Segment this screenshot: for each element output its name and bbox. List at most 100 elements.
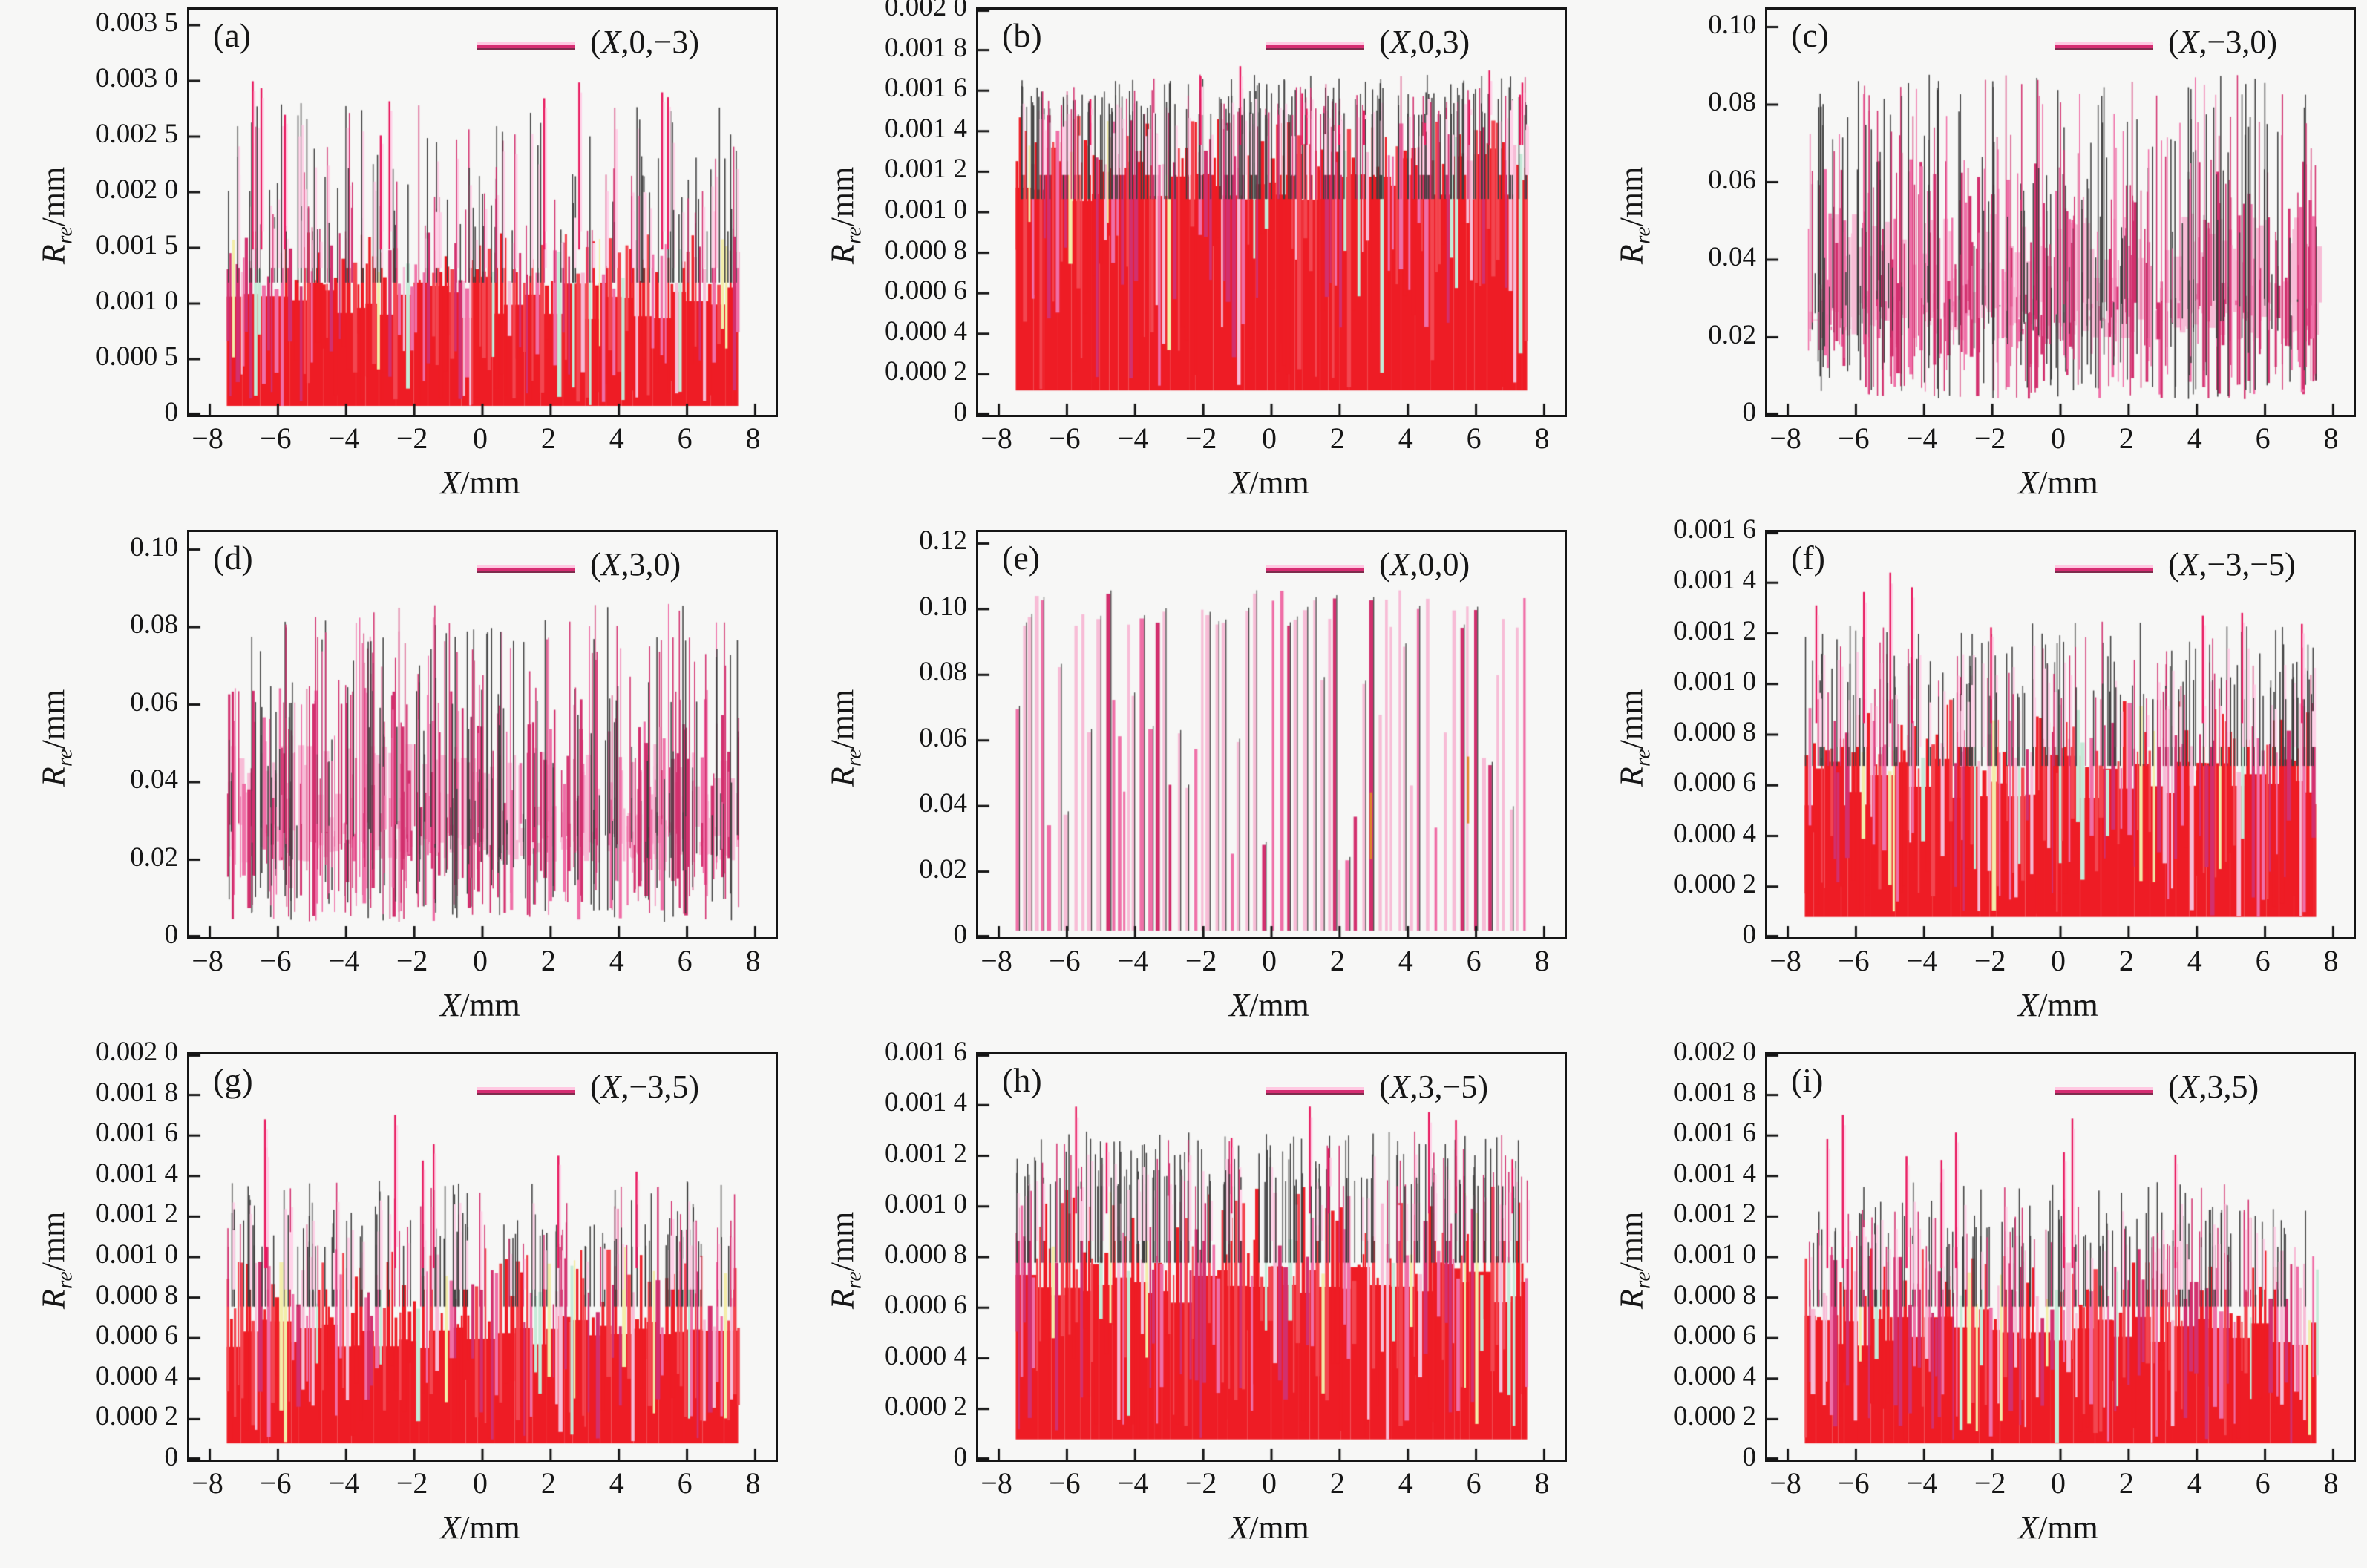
x-axis-title: X/mm	[440, 465, 520, 501]
y-tick-label: 0.001 2	[1674, 1198, 1756, 1230]
panel-tag: (g)	[213, 1061, 253, 1099]
x-tick-label: 2	[540, 1466, 556, 1500]
x-tick-label: −2	[1974, 421, 2006, 455]
y-tick-label: 0	[164, 397, 179, 427]
y-axis-title: Rre/mm	[35, 689, 77, 787]
subplot-cell: Rre/mm 0 0.000 5 0.001 0 0.001 5 0.002 0 0.00…	[0, 0, 789, 522]
legend-label: (X,0,3)	[1379, 24, 1470, 60]
subplot-cell: Rre/mm 0 0.000 2 0.000 4 0.000 6 0.000 8 0.00…	[789, 1038, 1578, 1567]
y-tick-label: 0.001 8	[885, 32, 967, 63]
x-tick-label: −8	[1769, 421, 1801, 455]
legend: (X,0,0)	[978, 532, 1565, 599]
x-axis-title: X/mm	[1229, 987, 1309, 1023]
y-tick-label: 0.000 6	[1674, 767, 1756, 798]
y-tick-label: 0.002 0	[1674, 1037, 1756, 1067]
x-tick-label: −6	[1838, 944, 1870, 977]
panel-tag: (c)	[1791, 16, 1830, 54]
y-tick-label: 0.001 0	[96, 1239, 178, 1270]
x-tick-label: −8	[1769, 944, 1801, 977]
plot-canvas	[189, 1054, 776, 1460]
y-tick-label: 0.08	[130, 609, 178, 640]
panel-tag: (h)	[1002, 1061, 1042, 1099]
legend-label: (X,3,0)	[590, 546, 681, 583]
x-tick-label: 8	[1534, 1466, 1550, 1500]
y-tick-label: 0.000 2	[1674, 868, 1756, 899]
x-tick-label: 0	[473, 1466, 488, 1500]
y-tick-label: 0.000 4	[885, 1340, 967, 1371]
y-tick-label: 0.000 2	[1674, 1401, 1756, 1432]
x-axis-title: X/mm	[1229, 1509, 1309, 1546]
x-tick-label: 6	[1466, 944, 1482, 977]
x-axis-title: X/mm	[2018, 987, 2098, 1023]
y-tick-label: 0.04	[919, 788, 967, 819]
y-tick-label: 0.08	[1708, 87, 1756, 117]
subplot-cell: Rre/mm 0 0.02 0.04 0.06 0.08 0.10 0.12 (e) (X,…	[789, 522, 1578, 1045]
y-tick-label: 0.000 6	[885, 1290, 967, 1321]
y-tick-label: 0.002 0	[96, 174, 178, 205]
legend-line-swatch	[1266, 42, 1364, 50]
y-tick-label: 0.000 2	[96, 1401, 178, 1432]
y-tick-label: 0.000 8	[885, 1239, 967, 1270]
y-tick-label: 0.000 8	[1674, 1279, 1756, 1311]
y-tick-label: 0.08	[919, 657, 967, 688]
plot-canvas	[978, 532, 1565, 937]
plot-area: (c) (X,−3,0)	[1765, 7, 2356, 417]
plot-area: (d) (X,3,0)	[187, 530, 778, 939]
x-tick-label: −2	[1185, 421, 1217, 455]
y-tick-label: 0.04	[130, 764, 178, 795]
y-tick-label: 0.02	[919, 853, 967, 885]
legend-line-swatch	[477, 565, 575, 573]
x-tick-label: 6	[1466, 1466, 1482, 1500]
x-tick-label: 2	[1329, 421, 1345, 455]
x-axis-title: X/mm	[2018, 1509, 2098, 1546]
subplot-cell: Rre/mm 0 0.02 0.04 0.06 0.08 0.10 (d) (X,3,0)…	[0, 522, 789, 1045]
y-tick-label: 0.001 4	[885, 1087, 967, 1118]
subplot-cell: Rre/mm 0 0.000 2 0.000 4 0.000 6 0.000 8 0.00…	[789, 0, 1578, 522]
panel-tag: (e)	[1002, 539, 1041, 577]
x-tick-label: 0	[2051, 1466, 2066, 1500]
x-tick-label: 6	[2255, 1466, 2271, 1500]
x-tick-label: −4	[1116, 944, 1149, 977]
y-tick-label: 0.06	[1708, 164, 1756, 195]
x-tick-label: 2	[1329, 944, 1345, 977]
x-tick-label: 8	[2323, 1466, 2339, 1500]
x-axis-title: X/mm	[2018, 465, 2098, 501]
y-tick-label: 0.001 6	[885, 1037, 967, 1067]
legend-line-swatch	[1266, 1087, 1364, 1095]
y-tick-label: 0.02	[1708, 319, 1756, 350]
x-tick-label: −4	[1905, 944, 1938, 977]
y-tick-label: 0.001 0	[1674, 1239, 1756, 1270]
y-tick-label: 0.001 0	[885, 194, 967, 225]
y-tick-label: 0.001 4	[1674, 565, 1756, 596]
plot-area: (f) (X,−3,−5)	[1765, 530, 2356, 939]
plot-canvas	[1767, 10, 2354, 415]
x-tick-label: −6	[1838, 1466, 1870, 1500]
y-tick-label: 0.001 4	[885, 113, 967, 144]
y-tick-label: 0.06	[919, 722, 967, 753]
y-tick-label: 0.001 2	[885, 1138, 967, 1169]
x-axis-title: X/mm	[1229, 465, 1309, 501]
y-tick-label: 0.000 6	[96, 1320, 178, 1351]
x-tick-label: −4	[1116, 1466, 1149, 1500]
y-tick-label: 0.000 4	[1674, 818, 1756, 849]
subplot-cell: Rre/mm 0 0.000 2 0.000 4 0.000 6 0.000 8 0.00…	[0, 1038, 789, 1567]
legend: (X,0,−3)	[189, 10, 776, 76]
x-tick-label: −8	[980, 1466, 1012, 1500]
x-tick-label: −2	[396, 421, 428, 455]
y-tick-label: 0.003 0	[96, 63, 178, 94]
x-tick-label: 2	[540, 421, 556, 455]
x-tick-label: −2	[1185, 1466, 1217, 1500]
y-axis-title: Rre/mm	[1613, 166, 1655, 265]
x-tick-label: 0	[1262, 944, 1277, 977]
x-tick-label: −2	[1974, 944, 2006, 977]
y-tick-label: 0.003 5	[96, 7, 178, 38]
y-tick-label: 0.002 5	[96, 119, 178, 149]
y-tick-label: 0.000 2	[885, 1391, 967, 1422]
x-tick-label: 2	[2118, 944, 2134, 977]
legend-line-swatch	[2055, 565, 2153, 573]
legend: (X,−3,0)	[1767, 10, 2354, 76]
x-tick-label: −4	[1116, 421, 1149, 455]
plot-canvas	[1767, 532, 2354, 937]
y-tick-label: 0.000 4	[96, 1360, 178, 1391]
